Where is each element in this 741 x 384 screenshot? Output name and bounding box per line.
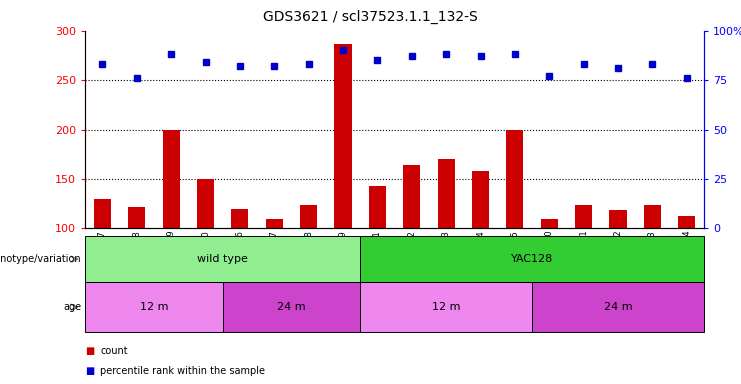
Text: age: age — [64, 302, 82, 312]
Text: GDS3621 / scl37523.1.1_132-S: GDS3621 / scl37523.1.1_132-S — [263, 10, 478, 24]
Bar — [403, 165, 420, 228]
Bar — [506, 129, 523, 228]
Bar — [197, 179, 214, 228]
Text: 12 m: 12 m — [432, 302, 460, 312]
Text: wild type: wild type — [197, 254, 248, 264]
Bar — [266, 218, 283, 228]
Text: genotype/variation: genotype/variation — [0, 254, 82, 264]
Text: ■: ■ — [85, 346, 94, 356]
Bar — [472, 171, 489, 228]
Bar — [437, 159, 455, 228]
Bar — [300, 205, 317, 228]
Bar — [128, 207, 145, 228]
Bar — [369, 186, 386, 228]
Text: 24 m: 24 m — [604, 302, 632, 312]
Bar — [231, 209, 248, 228]
Bar — [94, 199, 111, 228]
Bar — [162, 129, 180, 228]
Bar — [644, 205, 661, 228]
Text: YAC128: YAC128 — [511, 254, 554, 264]
Text: 24 m: 24 m — [277, 302, 306, 312]
Bar — [575, 205, 592, 228]
Text: ■: ■ — [85, 366, 94, 376]
Text: count: count — [100, 346, 127, 356]
Bar — [678, 216, 695, 228]
Bar — [334, 43, 352, 228]
Text: percentile rank within the sample: percentile rank within the sample — [100, 366, 265, 376]
Text: 12 m: 12 m — [140, 302, 168, 312]
Bar — [541, 218, 558, 228]
Bar — [609, 210, 627, 228]
